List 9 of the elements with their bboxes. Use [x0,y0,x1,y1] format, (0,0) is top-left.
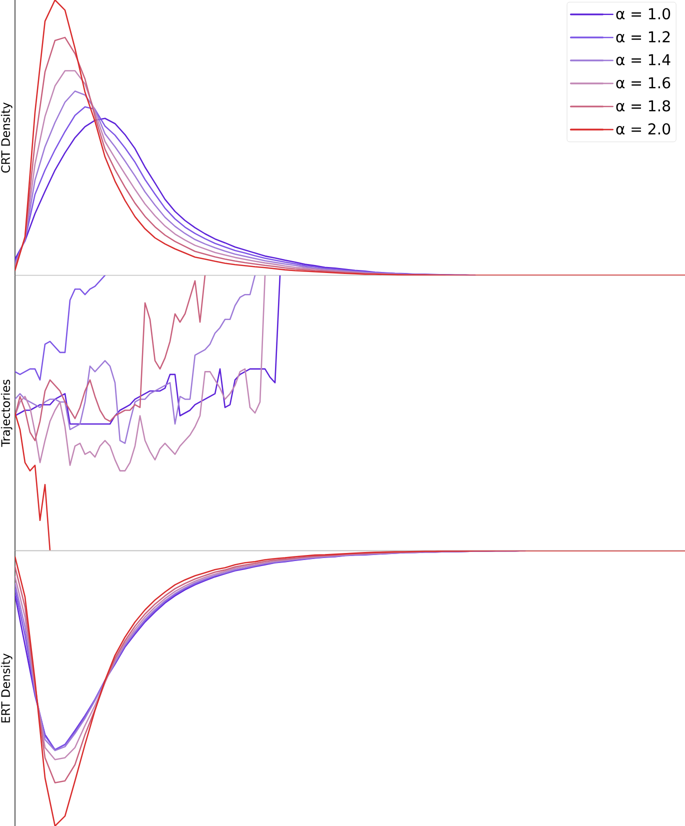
y-axis-title: ERT Density [0,654,12,722]
legend-label: α = 1.4 [616,54,670,66]
legend-label: α = 1.0 [616,8,670,20]
legend-label: α = 1.6 [616,77,670,88]
y-axis-title: CRT Density [0,102,12,173]
y-axis-title: Trajectories [0,380,12,447]
legend-label: α = 2.0 [616,123,670,135]
legend-label: α = 1.8 [616,100,670,112]
legend-label: α = 1.2 [616,31,670,42]
